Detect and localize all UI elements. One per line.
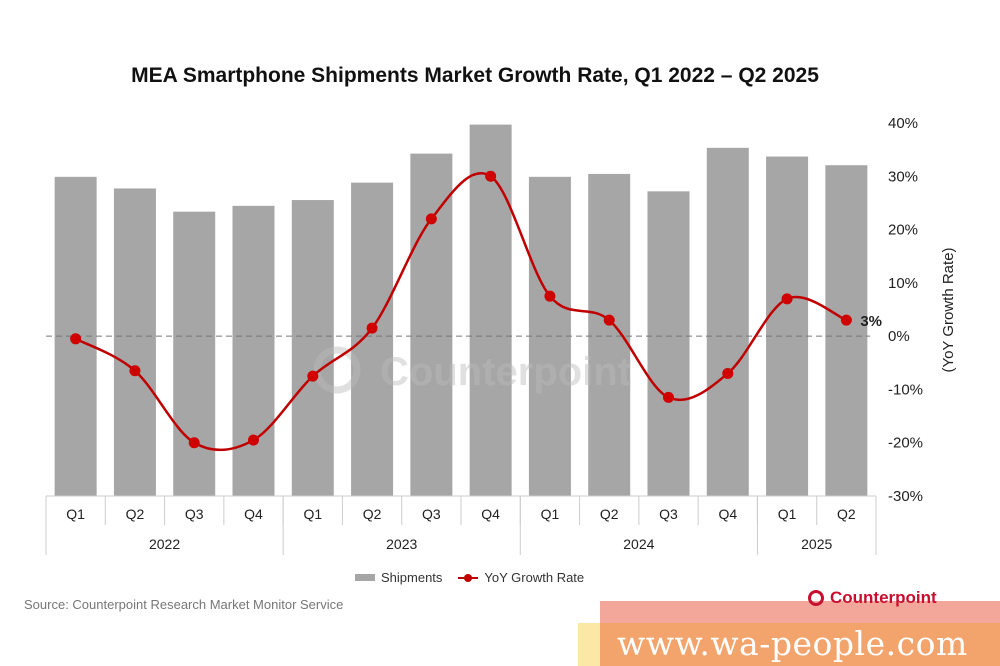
bar-shipments — [766, 156, 809, 497]
point-yoy-growth — [248, 434, 259, 446]
bar-shipments — [469, 124, 512, 496]
x-tick-label: Q1 — [541, 506, 560, 522]
x-tick-label: Q3 — [185, 506, 204, 522]
bar-shipments — [232, 205, 275, 496]
site-watermark: www.wa-people.com — [617, 624, 968, 663]
point-yoy-growth — [70, 333, 82, 345]
x-tick-label: Q2 — [837, 506, 856, 522]
point-yoy-growth — [188, 437, 200, 449]
y2-tick-label: -20% — [888, 435, 923, 452]
bar-shipments — [706, 147, 749, 496]
bar-shipments — [351, 182, 394, 497]
x-tick-label: Q4 — [718, 506, 737, 522]
x-tick-label: Q4 — [481, 506, 500, 522]
svg-text:Counterpoint: Counterpoint — [380, 350, 631, 394]
point-yoy-growth — [129, 365, 141, 377]
legend: Shipments YoY Growth Rate — [355, 570, 584, 585]
legend-swatch-growth — [458, 573, 479, 582]
y2-tick-label: 30% — [888, 168, 918, 185]
bar-shipments — [113, 188, 156, 496]
data-label: 3% — [860, 313, 882, 330]
year-label: 2025 — [801, 536, 832, 552]
point-yoy-growth — [425, 213, 437, 225]
chart-watermark: Counterpoint — [313, 346, 631, 394]
watermark-band — [600, 623, 1000, 666]
legend-swatch-shipments — [355, 574, 375, 581]
point-yoy-growth — [603, 314, 615, 326]
y2-tick-label: 10% — [888, 275, 918, 292]
counterpoint-logo-icon — [808, 590, 824, 606]
y2-tick-label: 0% — [888, 328, 910, 345]
y2-tick-label: -30% — [888, 488, 923, 505]
legend-label-growth: YoY Growth Rate — [484, 570, 585, 585]
bar-shipments — [291, 200, 334, 496]
point-yoy-growth — [663, 391, 674, 403]
line-yoy-growth — [75, 172, 847, 452]
y2-tick-label: -10% — [888, 381, 923, 398]
bar-shipments — [825, 165, 868, 496]
y2-tick-label: 20% — [888, 222, 918, 239]
bar-shipments — [410, 153, 453, 496]
brand-name: Counterpoint — [830, 588, 937, 607]
bar-shipments — [173, 211, 216, 496]
point-yoy-growth — [307, 370, 319, 382]
y2-axis-label: (YoY Growth Rate) — [940, 247, 957, 372]
year-label: 2024 — [623, 536, 654, 552]
bar-shipments — [647, 191, 690, 496]
source-note: Source: Counterpoint Research Market Mon… — [24, 597, 344, 612]
x-tick-label: Q3 — [422, 506, 441, 522]
point-yoy-growth — [840, 314, 852, 326]
x-tick-label: Q4 — [244, 506, 263, 522]
point-yoy-growth — [722, 367, 734, 379]
point-yoy-growth — [781, 293, 793, 305]
bar-shipments — [588, 173, 631, 496]
x-tick-label: Q3 — [659, 506, 678, 522]
legend-label-shipments: Shipments — [381, 570, 443, 585]
x-tick-label: Q1 — [66, 506, 85, 522]
x-tick-label: Q1 — [303, 506, 322, 522]
chart-title: MEA Smartphone Shipments Market Growth R… — [131, 64, 819, 87]
brand-logo: Counterpoint — [808, 588, 937, 608]
x-tick-label: Q1 — [778, 506, 797, 522]
x-tick-label: Q2 — [363, 506, 382, 522]
x-tick-label: Q2 — [126, 506, 145, 522]
point-yoy-growth — [366, 322, 378, 334]
point-yoy-growth — [544, 290, 556, 302]
year-label: 2022 — [149, 536, 180, 552]
point-yoy-growth — [485, 170, 497, 182]
y2-tick-label: 40% — [888, 115, 918, 132]
year-label: 2023 — [386, 536, 417, 552]
x-tick-label: Q2 — [600, 506, 619, 522]
watermark-band — [600, 601, 1000, 623]
